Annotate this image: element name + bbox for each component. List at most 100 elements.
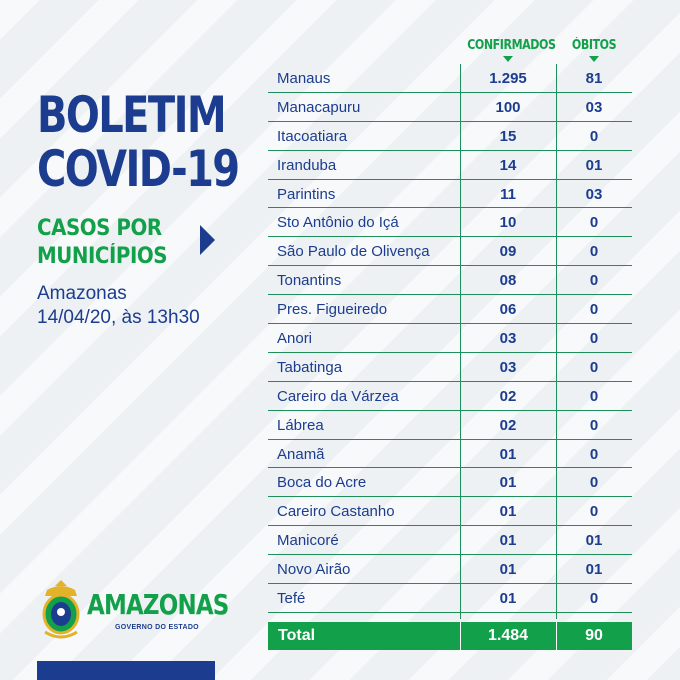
table-row: Careiro da Várzea 02 0 xyxy=(268,382,632,411)
deaths-count: 01 xyxy=(585,561,603,579)
municipality-name: Novo Airão xyxy=(277,561,351,579)
deaths-count: 0 xyxy=(589,272,599,290)
deaths-count: 01 xyxy=(585,156,603,174)
table-row: Novo Airão 01 01 xyxy=(268,555,632,585)
total-confirmed: 1.484 xyxy=(487,627,529,644)
confirmed-count: 1.295 xyxy=(489,70,527,87)
total-divider xyxy=(556,622,557,650)
table-row: Itacoatiara 15 0 xyxy=(268,122,632,151)
total-deaths: 90 xyxy=(585,627,603,644)
municipality-name: Tefé xyxy=(277,590,306,608)
table-row: Pres. Figueiredo 06 0 xyxy=(268,295,632,325)
municipality-name: Anamã xyxy=(277,445,325,463)
location-date: Amazonas 14/04/20, às 13h30 xyxy=(37,282,200,330)
coat-of-arms-icon xyxy=(42,580,80,639)
deaths-count: 03 xyxy=(585,185,603,203)
subtitle: CASOS POR MUNICÍPIOS xyxy=(37,215,182,271)
table-row: Tefé 01 0 xyxy=(268,584,632,613)
confirmed-count: 01 xyxy=(499,590,517,608)
table-row: Manacapuru 100 03 xyxy=(268,93,632,122)
municipality-name: Manacapuru xyxy=(277,98,361,116)
deaths-count: 0 xyxy=(589,301,599,319)
deaths-count: 0 xyxy=(589,445,599,463)
municipality-name: Careiro Castanho xyxy=(277,503,395,521)
confirmed-count: 01 xyxy=(499,561,517,579)
municipality-name: Itacoatiara xyxy=(277,127,348,145)
confirmed-count: 10 xyxy=(499,214,517,232)
deaths-count: 01 xyxy=(585,532,603,550)
subtitle-line-2: MUNICÍPIOS xyxy=(37,244,168,269)
municipality-name: Careiro da Várzea xyxy=(277,387,399,405)
deaths-count: 0 xyxy=(589,474,599,492)
municipality-name: Anori xyxy=(277,330,313,348)
municipality-name: Tabatinga xyxy=(277,358,343,376)
table-row: Tabatinga 03 0 xyxy=(268,353,632,382)
table-row: Anori 03 0 xyxy=(268,324,632,353)
bottom-bar xyxy=(37,661,215,680)
arrow-right-icon xyxy=(200,225,215,255)
confirmed-count: 02 xyxy=(499,387,517,405)
confirmed-count: 08 xyxy=(499,272,517,290)
municipality-name: Iranduba xyxy=(277,156,337,174)
deaths-count: 0 xyxy=(589,330,599,348)
deaths-count: 0 xyxy=(589,590,599,608)
government-logo: AMAZONAS GOVERNO DO ESTADO xyxy=(37,580,229,640)
municipality-name: São Paulo de Olivença xyxy=(277,243,430,261)
confirmed-count: 15 xyxy=(499,127,517,145)
municipality-name: Sto Antônio do Içá xyxy=(277,214,399,232)
confirmed-count: 01 xyxy=(499,503,517,521)
municipality-name: Lábrea xyxy=(277,416,324,434)
table-row: Anamã 01 0 xyxy=(268,440,632,469)
table-row: Sto Antônio do Içá 10 0 xyxy=(268,208,632,238)
confirmed-count: 01 xyxy=(499,474,517,492)
column-divider xyxy=(460,64,461,619)
column-divider xyxy=(556,64,557,619)
municipality-name: Manaus xyxy=(277,70,331,87)
deaths-count: 0 xyxy=(589,243,599,261)
deaths-count: 0 xyxy=(589,214,599,232)
municipality-name: Parintins xyxy=(277,185,336,203)
title-line-2: COVID-19 xyxy=(37,140,240,198)
table-row: São Paulo de Olivença 09 0 xyxy=(268,237,632,267)
date-label: 14/04/20, às 13h30 xyxy=(37,307,200,328)
confirmed-count: 14 xyxy=(499,156,517,174)
table-row: Parintins 11 03 xyxy=(268,180,632,209)
municipality-name: Pres. Figueiredo xyxy=(277,301,388,319)
confirmed-count: 06 xyxy=(499,301,517,319)
municipality-name: Boca do Acre xyxy=(277,474,367,492)
municipality-name: Manicoré xyxy=(277,532,339,550)
deaths-count: 0 xyxy=(589,127,599,145)
table-row: Iranduba 14 01 xyxy=(268,151,632,180)
confirmed-count: 01 xyxy=(499,445,517,463)
title-line-1: BOLETIM xyxy=(37,86,227,144)
table-row: Manicoré 01 01 xyxy=(268,526,632,556)
deaths-arrow-icon xyxy=(589,56,599,62)
table-row: Manaus 1.295 81 xyxy=(268,64,632,93)
municipality-name: Tonantins xyxy=(277,272,342,290)
confirmed-count: 11 xyxy=(500,185,516,203)
table-row: Boca do Acre 01 0 xyxy=(268,468,632,498)
logo-subtitle: GOVERNO DO ESTADO xyxy=(115,624,199,631)
table-row: Tonantins 08 0 xyxy=(268,266,632,296)
confirmed-count: 01 xyxy=(499,532,517,550)
deaths-count: 0 xyxy=(589,387,599,405)
confirmed-count: 03 xyxy=(499,330,517,348)
deaths-count: 03 xyxy=(585,98,603,116)
total-row: Total 1.484 90 xyxy=(268,622,632,650)
location-label: Amazonas xyxy=(37,283,127,304)
column-header-confirmed: CONFIRMADOS xyxy=(467,38,556,53)
table-row: Careiro Castanho 01 0 xyxy=(268,497,632,527)
table-row: Lábrea 02 0 xyxy=(268,411,632,440)
total-label: Total xyxy=(278,627,316,644)
deaths-count: 81 xyxy=(585,70,603,87)
bulletin-title: BOLETIM COVID-19 xyxy=(37,86,240,198)
column-header-deaths: ÓBITOS xyxy=(571,38,617,53)
deaths-count: 0 xyxy=(589,358,599,376)
confirmed-count: 09 xyxy=(499,243,517,261)
confirmed-count: 100 xyxy=(495,98,521,116)
deaths-count: 0 xyxy=(589,416,599,434)
confirmed-count: 03 xyxy=(499,358,517,376)
logo-name: AMAZONAS xyxy=(87,588,229,621)
cases-table: Manaus 1.295 81 Manacapuru 100 03 Itacoatiara 1… xyxy=(268,64,632,613)
